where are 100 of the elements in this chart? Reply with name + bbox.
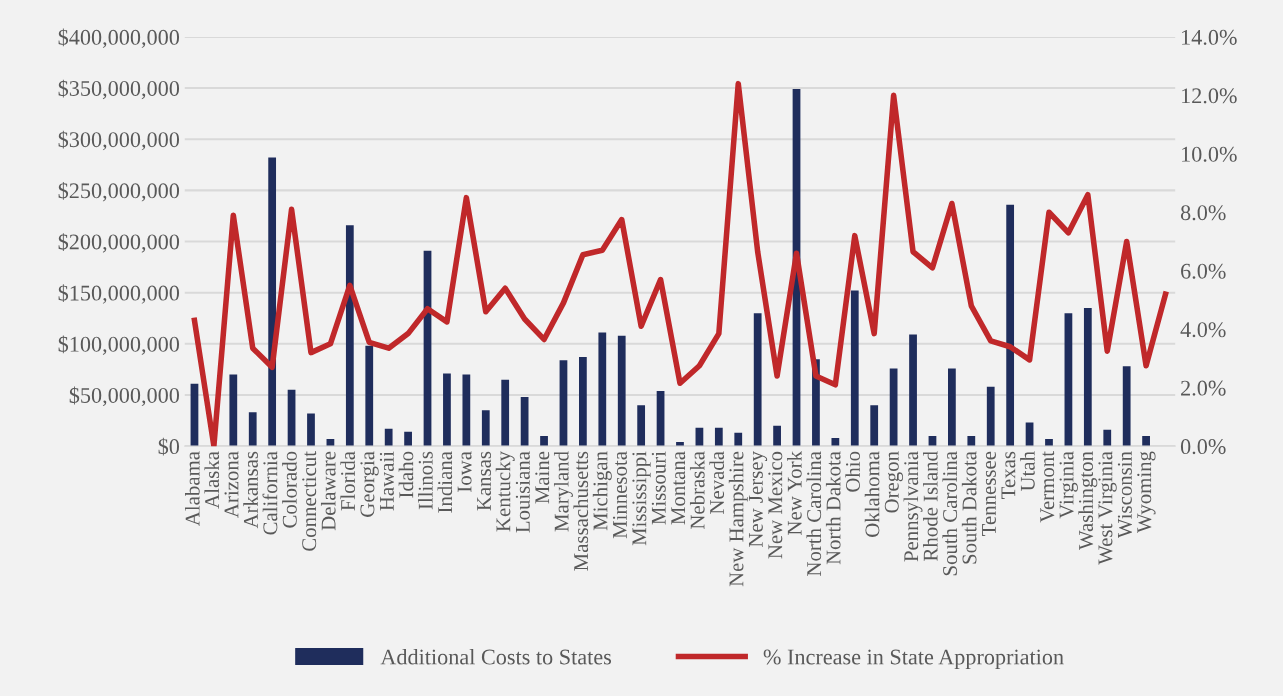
- bar: [617, 335, 626, 447]
- y-tick-label: $200,000,000: [58, 233, 180, 253]
- x-tick-label: Kansas: [477, 451, 491, 511]
- bar: [714, 427, 723, 447]
- y-tick-label: $100,000,000: [58, 335, 180, 355]
- bar: [520, 397, 529, 447]
- bar: [501, 379, 510, 447]
- y-tick-label: $400,000,000: [58, 28, 180, 49]
- x-tick-label: Kentucky: [495, 451, 515, 532]
- x-tick-label: Washington: [1078, 451, 1098, 550]
- legend-label: Additional Costs to States: [380, 648, 612, 665]
- x-tick-label: New Mexico: [768, 451, 783, 559]
- bar: [404, 431, 412, 447]
- x-tick-label: Maryland: [553, 451, 573, 532]
- x-tick-label: California: [262, 451, 278, 535]
- x-tick-label: Connecticut: [302, 451, 317, 551]
- x-tick-label: Nevada: [709, 451, 725, 515]
- bar: [909, 334, 917, 447]
- x-tick-label: New Jersey: [748, 451, 768, 548]
- y-tick-label: $300,000,000: [58, 130, 180, 151]
- x-tick-label: Hawaii: [379, 451, 394, 511]
- bar: [540, 435, 548, 447]
- x-tick-label: South Carolina: [942, 451, 958, 576]
- x-tick-label: Minnesota: [612, 451, 627, 539]
- x-tick-label: South Dakota: [961, 451, 977, 564]
- x-tick-label: Nebraska: [689, 451, 705, 530]
- bar: [1103, 429, 1112, 447]
- x-tick-label: Idaho: [398, 451, 414, 498]
- bar: [579, 357, 587, 447]
- x-tick-label: Oklahoma: [864, 451, 880, 537]
- x-tick-label: Arizona: [224, 451, 239, 518]
- x-tick-label: North Carolina: [806, 451, 822, 576]
- y2-tick-label: 12.0%: [1182, 88, 1237, 104]
- x-tick-label: Montana: [671, 451, 686, 525]
- x-tick-label: New Hampshire: [728, 451, 748, 587]
- bar: [734, 432, 743, 447]
- x-tick-label: Ohio: [845, 451, 860, 492]
- bar: [268, 157, 277, 447]
- x-tick-label: Tennessee: [982, 451, 996, 536]
- x-tick-label: Louisiana: [515, 451, 530, 533]
- bar: [948, 368, 956, 447]
- x-tick-label: Pennsylvania: [903, 451, 923, 562]
- legend-label: % Increase in State Appropriation: [763, 649, 1064, 670]
- bar: [637, 405, 646, 447]
- bar: [384, 428, 393, 447]
- bar: [889, 368, 898, 447]
- y2-tick-label: 8.0%: [1180, 205, 1226, 221]
- y2-tick-label: 0.0%: [1180, 439, 1226, 455]
- x-tick-label: Wisconsin: [1117, 451, 1132, 539]
- x-tick-label: Virginia: [1059, 451, 1078, 519]
- y2-tick-label: 4.0%: [1180, 322, 1226, 338]
- x-tick-label: West Virginia: [1098, 451, 1117, 565]
- x-tick-label: Florida: [340, 451, 356, 511]
- y2-tick-label: 14.0%: [1182, 29, 1237, 45]
- y-tick-label: $150,000,000: [58, 284, 180, 304]
- y2-tick-label: 10.0%: [1182, 146, 1237, 162]
- x-tick-label: Delaware: [320, 451, 336, 531]
- x-tick-label: North Dakota: [825, 451, 841, 565]
- x-tick-label: Georgia: [360, 451, 379, 517]
- x-tick-label: Iowa: [457, 451, 472, 492]
- bar: [753, 313, 762, 447]
- x-tick-label: Illinois: [418, 451, 433, 510]
- y-tick-label: $350,000,000: [58, 79, 180, 100]
- bar: [773, 425, 781, 447]
- x-tick-label: Utah: [1020, 451, 1035, 492]
- x-tick-label: Oregon: [884, 451, 904, 513]
- bar: [598, 332, 607, 447]
- bar: [1083, 308, 1092, 447]
- x-tick-label: Alabama: [185, 451, 200, 526]
- y-tick-label: $50,000,000: [69, 386, 180, 407]
- x-tick-label: Colorado: [282, 451, 297, 528]
- x-tick-label: Wyoming: [1137, 451, 1156, 534]
- bar: [462, 374, 471, 447]
- x-tick-label: Indiana: [437, 451, 453, 513]
- bar: [443, 373, 451, 447]
- x-tick-label: Texas: [1001, 451, 1016, 499]
- bar: [1006, 204, 1015, 447]
- bar: [307, 413, 315, 447]
- x-tick-label: Arkansas: [243, 451, 258, 529]
- x-tick-label: Vermont: [1040, 451, 1055, 523]
- bar: [1122, 366, 1131, 447]
- bar: [248, 412, 257, 447]
- bar: [345, 225, 354, 447]
- x-tick-label: Alaska: [204, 451, 220, 509]
- bar: [986, 386, 995, 447]
- y-tick-label: $250,000,000: [58, 181, 180, 202]
- bar: [1142, 435, 1150, 447]
- bar: [365, 345, 374, 447]
- y-tick-label: $0: [158, 437, 180, 456]
- y2-tick-label: 6.0%: [1181, 263, 1226, 279]
- x-tick-label: Massachusetts: [573, 451, 589, 571]
- bar: [481, 410, 490, 447]
- x-tick-label: Michigan: [592, 451, 612, 531]
- bar: [850, 290, 859, 447]
- bar: [870, 405, 879, 447]
- x-tick-label: Mississippi: [632, 451, 651, 546]
- x-tick-label: New York: [787, 451, 802, 535]
- y2-tick-label: 2.0%: [1181, 380, 1226, 396]
- bar: [229, 374, 238, 447]
- x-tick-label: Rhode Island: [923, 451, 938, 561]
